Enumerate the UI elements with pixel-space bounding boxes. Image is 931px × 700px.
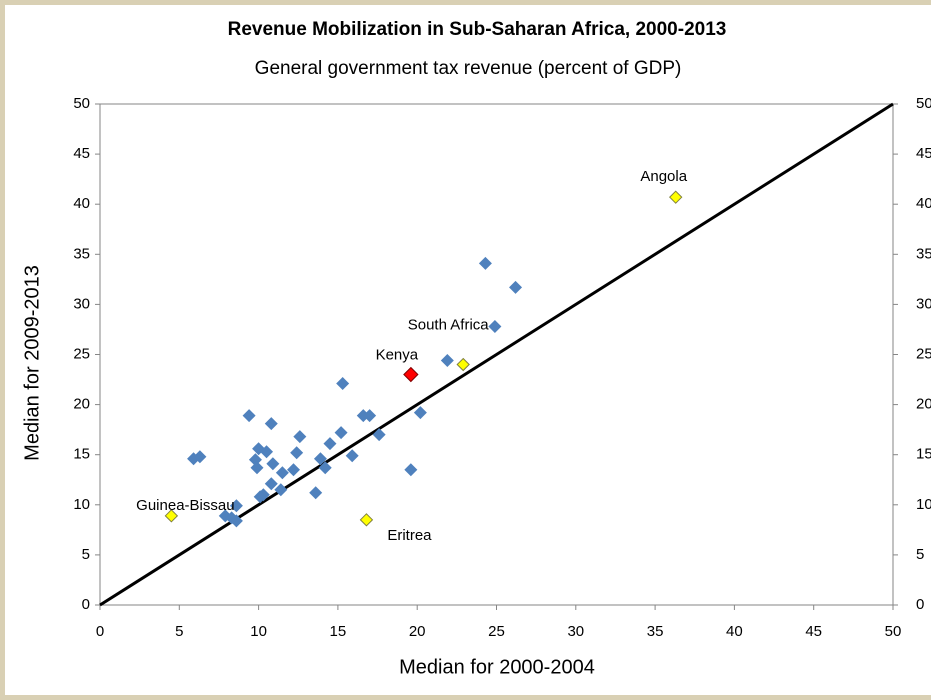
point (509, 280, 523, 294)
x-tick-label: 10 (250, 623, 267, 640)
point (229, 514, 243, 528)
y2-tick-label: 45 (916, 145, 931, 162)
point (403, 366, 419, 383)
point (413, 406, 427, 420)
y-tick-label: 35 (73, 245, 90, 262)
point (253, 490, 267, 504)
y-tick-label: 20 (73, 396, 90, 413)
y-tick-label: 50 (73, 95, 90, 112)
y2-tick-label: 40 (916, 195, 931, 212)
point-label: Eritrea (387, 527, 432, 544)
y2-tick-label: 15 (916, 446, 931, 463)
point (372, 428, 386, 442)
x-axis-label: Median for 2000-2004 (399, 656, 595, 678)
x-tick-label: 15 (330, 623, 347, 640)
point (286, 463, 300, 477)
y2-tick-label: 30 (916, 295, 931, 312)
y2-tick-label: 50 (916, 95, 931, 112)
y-axis-label: Median for 2009-2013 (21, 265, 43, 461)
point (488, 319, 502, 333)
y-tick-label: 25 (73, 345, 90, 362)
point (309, 486, 323, 500)
point (250, 461, 264, 475)
point (248, 453, 262, 467)
point (264, 477, 278, 491)
y-tick-label: 45 (73, 145, 90, 162)
point (290, 446, 304, 460)
point (669, 190, 683, 204)
point-label: Kenya (376, 347, 419, 364)
point (266, 457, 280, 471)
chart-title: Revenue Mobilization in Sub-Saharan Afri… (228, 19, 727, 40)
point (313, 452, 327, 466)
x-tick-label: 5 (175, 623, 183, 640)
point (260, 445, 274, 459)
y-tick-label: 30 (73, 295, 90, 312)
point (334, 426, 348, 440)
x-tick-label: 40 (726, 623, 743, 640)
point (274, 483, 288, 497)
x-tick-label: 45 (805, 623, 822, 640)
x-tick-label: 0 (96, 623, 104, 640)
y2-tick-label: 10 (916, 496, 931, 513)
point (456, 357, 470, 372)
point-label: Guinea-Bissau (136, 497, 234, 514)
y2-tick-label: 25 (916, 345, 931, 362)
point-label: Angola (640, 168, 687, 185)
y2-tick-label: 20 (916, 396, 931, 413)
y2-tick-label: 0 (916, 596, 924, 613)
point (264, 417, 278, 431)
point (336, 377, 350, 391)
point (404, 463, 418, 477)
y-tick-label: 15 (73, 446, 90, 463)
y2-tick-label: 5 (916, 546, 924, 563)
point (345, 449, 359, 463)
point-label: South Africa (408, 316, 490, 333)
x-tick-label: 50 (885, 623, 902, 640)
x-tick-label: 30 (567, 623, 584, 640)
y-tick-label: 5 (82, 546, 90, 563)
y-tick-label: 40 (73, 195, 90, 212)
point (193, 450, 207, 464)
background (5, 5, 931, 695)
y-tick-label: 0 (82, 596, 90, 613)
x-tick-label: 20 (409, 623, 426, 640)
y2-tick-label: 35 (916, 245, 931, 262)
x-tick-label: 35 (647, 623, 664, 640)
point (478, 256, 492, 270)
point (229, 499, 243, 513)
point (440, 354, 454, 368)
point (359, 513, 374, 527)
point (318, 461, 332, 475)
chart-subtitle: General government tax revenue (percent … (255, 58, 682, 79)
y-tick-label: 10 (73, 496, 90, 513)
point (293, 430, 307, 444)
point (242, 409, 256, 423)
point (164, 509, 179, 523)
point (323, 437, 337, 451)
point (275, 466, 289, 480)
point (363, 409, 377, 423)
x-tick-label: 25 (488, 623, 505, 640)
